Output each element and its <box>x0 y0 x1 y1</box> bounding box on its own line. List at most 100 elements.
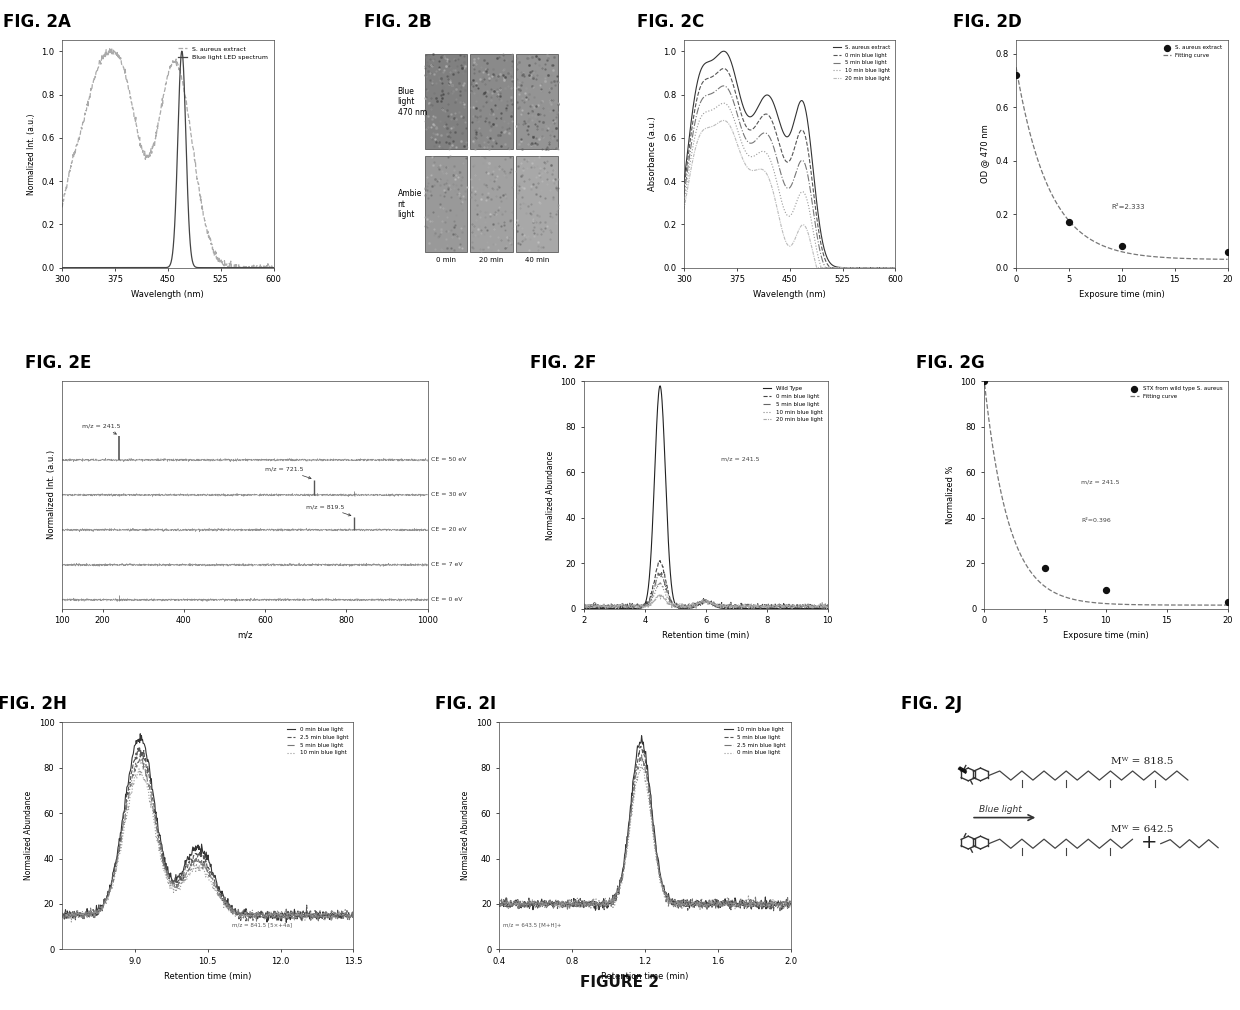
Y-axis label: Normalized Int. (a.u.): Normalized Int. (a.u.) <box>47 450 57 539</box>
Text: m/z = 841.5 [5×+4a]: m/z = 841.5 [5×+4a] <box>232 923 293 927</box>
Text: m/z = 819.5: m/z = 819.5 <box>306 504 351 516</box>
Line: 10 min blue light: 10 min blue light <box>62 769 353 922</box>
S. aureus extract <box>150 117 165 129</box>
2.5 min blue light <box>630 763 645 775</box>
10 min blue light <box>632 736 647 748</box>
10 min blue light <box>295 909 310 921</box>
Fitting curve <box>976 372 991 384</box>
20 min blue light <box>815 600 830 612</box>
Wild Type <box>815 602 830 614</box>
0 min blue light <box>213 887 228 899</box>
Line: 10 min blue light: 10 min blue light <box>684 103 895 268</box>
Line: 0 min blue light: 0 min blue light <box>498 765 791 910</box>
5 min blue light <box>714 81 729 93</box>
Line: Fitting curve: Fitting curve <box>1016 67 1228 260</box>
Text: Blue light: Blue light <box>978 805 1022 814</box>
S. aureus extract <box>1006 67 1025 83</box>
10 min blue light <box>229 905 244 917</box>
Wild Type <box>694 597 709 609</box>
5 min blue light <box>717 80 732 92</box>
10 min blue light <box>651 851 666 864</box>
0 min blue light <box>632 767 647 779</box>
2.5 min blue light <box>732 899 746 911</box>
Line: 10 min blue light: 10 min blue light <box>498 735 791 910</box>
Blue light LED spectrum <box>92 262 107 274</box>
0 min blue light <box>777 900 792 912</box>
Bar <box>470 157 512 251</box>
5 min blue light <box>133 753 148 766</box>
5 min blue light <box>634 740 649 752</box>
10 min blue light <box>717 97 732 109</box>
STX from wild type S. aureus <box>973 373 993 389</box>
5 min blue light <box>815 602 830 614</box>
Wild Type <box>776 602 791 614</box>
Line: 0 min blue light: 0 min blue light <box>584 561 827 608</box>
S. aureus extract <box>215 258 229 270</box>
0 min blue light <box>501 904 516 916</box>
0 min blue light <box>340 909 355 921</box>
10 min blue light <box>588 904 603 916</box>
2.5 min blue light <box>238 915 253 927</box>
5 min blue light <box>777 898 792 910</box>
5 min blue light <box>195 864 210 876</box>
5 min blue light <box>346 907 361 919</box>
10 min blue light <box>714 98 729 110</box>
S. aureus extract <box>714 46 729 59</box>
Fitting curve <box>1182 599 1197 611</box>
20 min blue light <box>723 602 738 614</box>
0 min blue light <box>579 602 594 614</box>
Bar <box>516 157 558 251</box>
Legend: 10 min blue light, 5 min blue light, 2.5 min blue light, 0 min blue light: 10 min blue light, 5 min blue light, 2.5… <box>722 725 787 758</box>
Fitting curve <box>1198 599 1213 611</box>
5 min blue light <box>732 113 746 125</box>
Blue light LED spectrum <box>267 262 281 274</box>
Text: CE = 30 eV: CE = 30 eV <box>430 493 466 497</box>
X-axis label: m/z: m/z <box>237 630 253 639</box>
STX from wild type S. aureus <box>1096 582 1116 598</box>
Legend: Wild Type, 0 min blue light, 5 min blue light, 10 min blue light, 20 min blue li: Wild Type, 0 min blue light, 5 min blue … <box>761 384 825 424</box>
5 min blue light <box>723 598 738 610</box>
5 min blue light <box>294 908 309 920</box>
0 min blue light <box>651 863 666 875</box>
10 min blue light <box>888 262 903 274</box>
5 min blue light <box>213 892 228 904</box>
5 min blue light <box>577 599 591 611</box>
2.5 min blue light <box>195 848 210 861</box>
2.5 min blue light <box>634 748 649 761</box>
Line: 2.5 min blue light: 2.5 min blue light <box>62 746 353 921</box>
5 min blue light <box>732 897 746 909</box>
10 min blue light <box>732 898 746 910</box>
S. aureus extract <box>1218 243 1238 260</box>
10 min blue light <box>195 861 210 873</box>
Text: 20 min: 20 min <box>479 258 503 263</box>
S. aureus extract <box>717 45 732 58</box>
Bar <box>470 55 512 149</box>
0 min blue light <box>773 140 787 153</box>
10 min blue light <box>773 189 787 201</box>
2.5 min blue light <box>295 906 310 918</box>
0 min blue light <box>491 898 506 910</box>
S. aureus extract <box>92 55 107 67</box>
0 min blue light <box>295 912 310 924</box>
S. aureus extract <box>677 176 692 188</box>
S. aureus extract <box>773 117 787 129</box>
0 min blue light <box>801 149 816 162</box>
Text: Ambie
nt
light: Ambie nt light <box>398 189 422 219</box>
20 min blue light <box>591 602 606 614</box>
Text: 0 min: 0 min <box>435 258 456 263</box>
10 min blue light <box>131 763 146 775</box>
Legend: S. aureus extract, 0 min blue light, 5 min blue light, 10 min blue light, 20 min: S. aureus extract, 0 min blue light, 5 m… <box>831 43 893 83</box>
Line: S. aureus extract: S. aureus extract <box>684 52 895 268</box>
S. aureus extract <box>55 201 69 213</box>
10 min blue light <box>784 898 799 910</box>
Fitting curve <box>1220 599 1235 611</box>
Text: FIG. 2G: FIG. 2G <box>915 354 985 372</box>
10 min blue light <box>815 601 830 613</box>
0 min blue light <box>193 850 208 863</box>
20 min blue light <box>709 599 724 611</box>
S. aureus extract <box>732 84 746 96</box>
5 min blue light <box>653 567 668 579</box>
Blue light LED spectrum <box>180 168 195 180</box>
Text: 40 min: 40 min <box>525 258 549 263</box>
S. aureus extract <box>836 262 851 274</box>
